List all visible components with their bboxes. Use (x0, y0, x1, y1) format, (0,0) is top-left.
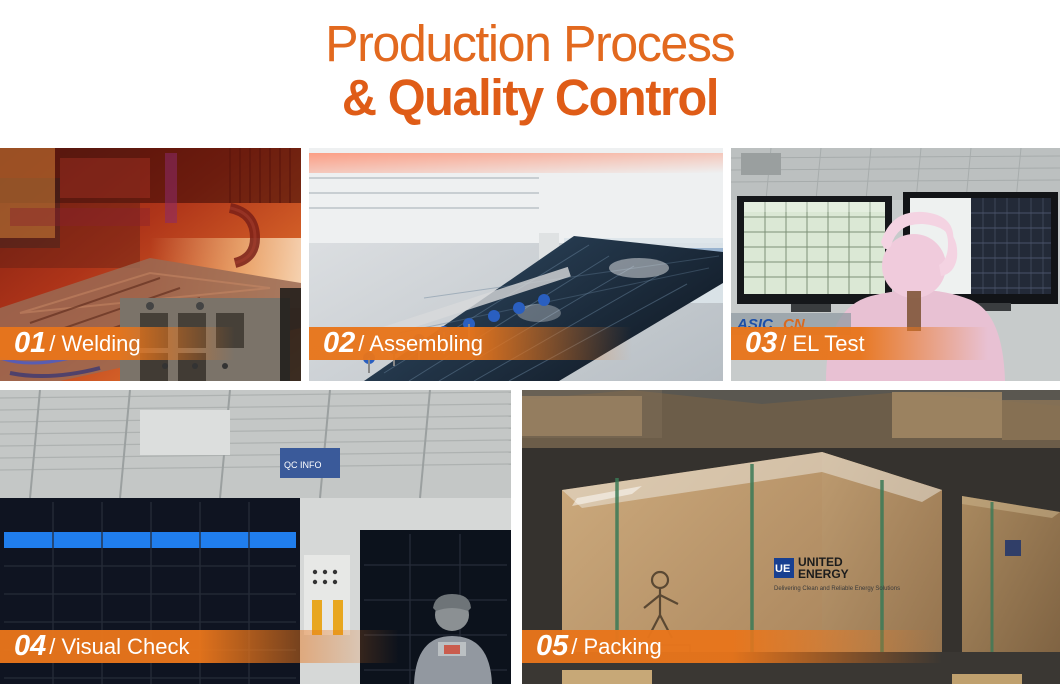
svg-text:QC INFO: QC INFO (284, 460, 322, 470)
svg-text:ENERGY: ENERGY (798, 567, 849, 581)
svg-text:Delivering Clean and Reliable: Delivering Clean and Reliable Energy Sol… (774, 586, 900, 592)
svg-text:UE: UE (775, 563, 790, 575)
